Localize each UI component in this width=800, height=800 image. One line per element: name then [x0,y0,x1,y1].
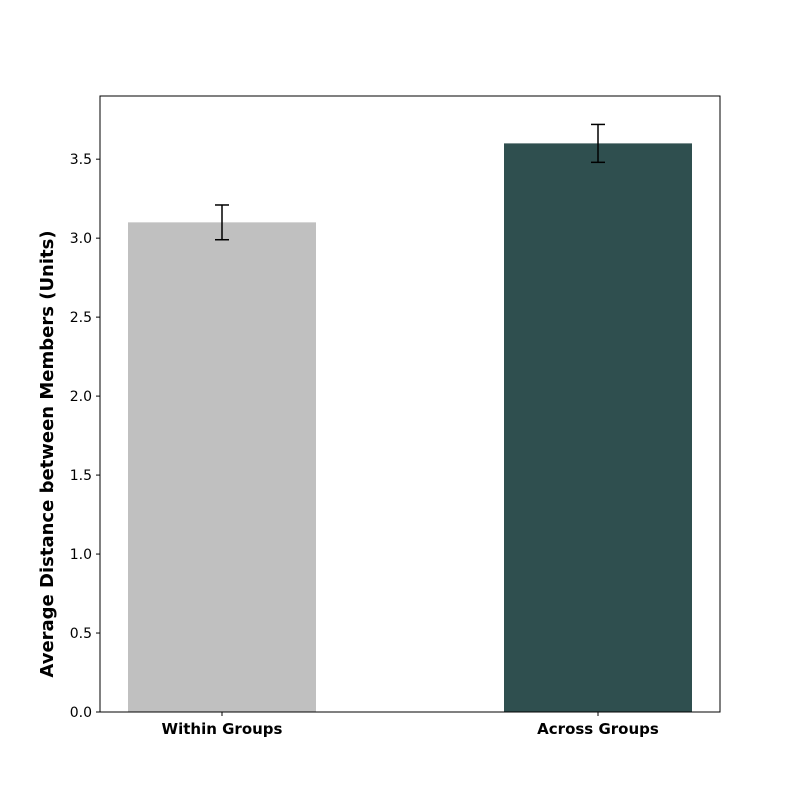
bar-within-groups [128,222,316,712]
x-tick-label-within-groups: Within Groups [162,720,283,738]
x-tick-label-across-groups: Across Groups [537,720,659,738]
y-tick-label: 1.0 [70,547,92,563]
x-axis-ticks: Within Groups Across Groups [162,712,659,738]
bars-group [128,143,692,712]
error-bars-group [215,123,605,241]
bar-across-groups [504,143,692,712]
y-tick-label: 3.5 [70,152,92,168]
y-tick-label: 0.5 [70,626,92,642]
y-axis-label: Average Distance between Members (Units) [37,230,58,677]
y-tick-label: 0.0 [70,705,92,721]
y-tick-label: 3.0 [70,231,92,247]
error-bar-within-groups [215,204,229,241]
plot-frame [99,95,721,713]
y-axis-ticks: 0.0 0.5 1.0 1.5 2.0 2.5 3.0 3.5 [70,152,100,721]
y-tick-label: 2.0 [70,389,92,405]
y-tick-label: 2.5 [70,310,92,326]
y-tick-label: 1.5 [70,468,92,484]
error-bar-across-groups [591,123,605,164]
